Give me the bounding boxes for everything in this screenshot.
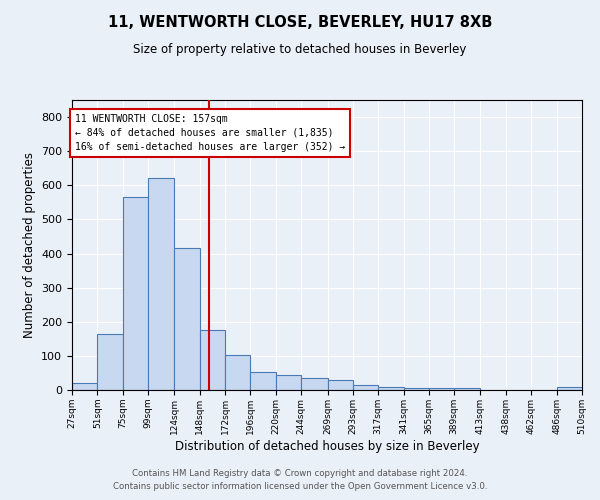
Bar xyxy=(250,372,276,390)
Text: 11 WENTWORTH CLOSE: 157sqm
← 84% of detached houses are smaller (1,835)
16% of s: 11 WENTWORTH CLOSE: 157sqm ← 84% of deta… xyxy=(75,114,346,152)
Text: Size of property relative to detached houses in Beverley: Size of property relative to detached ho… xyxy=(133,42,467,56)
Bar xyxy=(148,178,175,390)
Bar xyxy=(225,355,250,390)
Bar xyxy=(122,197,148,390)
Bar xyxy=(72,383,97,390)
Text: Contains HM Land Registry data © Crown copyright and database right 2024.: Contains HM Land Registry data © Crown c… xyxy=(132,468,468,477)
Y-axis label: Number of detached properties: Number of detached properties xyxy=(23,152,35,338)
Text: Contains public sector information licensed under the Open Government Licence v3: Contains public sector information licen… xyxy=(113,482,487,491)
Bar xyxy=(429,388,454,390)
Bar xyxy=(301,378,328,390)
X-axis label: Distribution of detached houses by size in Beverley: Distribution of detached houses by size … xyxy=(175,440,479,452)
Bar xyxy=(276,376,301,390)
Bar xyxy=(454,388,479,390)
Bar xyxy=(97,334,122,390)
Bar xyxy=(328,380,353,390)
Bar xyxy=(175,248,200,390)
Bar xyxy=(557,388,582,390)
Text: 11, WENTWORTH CLOSE, BEVERLEY, HU17 8XB: 11, WENTWORTH CLOSE, BEVERLEY, HU17 8XB xyxy=(108,15,492,30)
Bar xyxy=(378,386,404,390)
Bar xyxy=(353,385,378,390)
Bar xyxy=(200,330,225,390)
Bar xyxy=(404,388,429,390)
